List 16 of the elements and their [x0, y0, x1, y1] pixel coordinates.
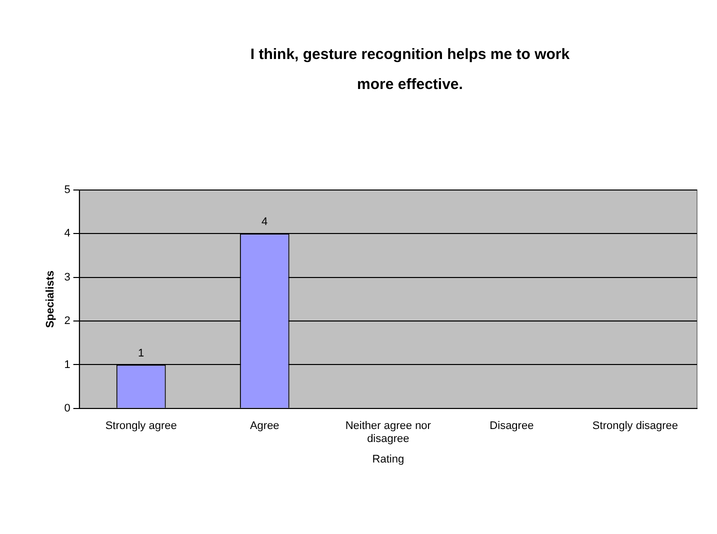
- data-label: 1: [138, 347, 144, 360]
- data-label: 4: [262, 216, 268, 228]
- y-tick-label: 3: [64, 271, 70, 284]
- y-tick-label: 2: [64, 315, 70, 328]
- y-tick-label: 1: [64, 358, 70, 371]
- x-tick-label: Neither agree nor disagree: [345, 420, 432, 446]
- x-tick-label: Agree: [250, 420, 280, 432]
- x-tick-label: Disagree: [490, 420, 534, 432]
- y-tick-label: 0: [64, 402, 70, 414]
- y-tick-label: 4: [64, 228, 70, 240]
- x-tick-label: Strongly disagree: [592, 420, 678, 432]
- x-axis-title: Rating: [372, 453, 404, 466]
- x-tick-label: Strongly agree: [105, 420, 177, 432]
- chart-title: I think, gesture recognition helps me to work more effective.: [249, 45, 571, 95]
- y-tick-label: 5: [64, 184, 70, 196]
- y-axis-title: Specialists: [44, 270, 57, 328]
